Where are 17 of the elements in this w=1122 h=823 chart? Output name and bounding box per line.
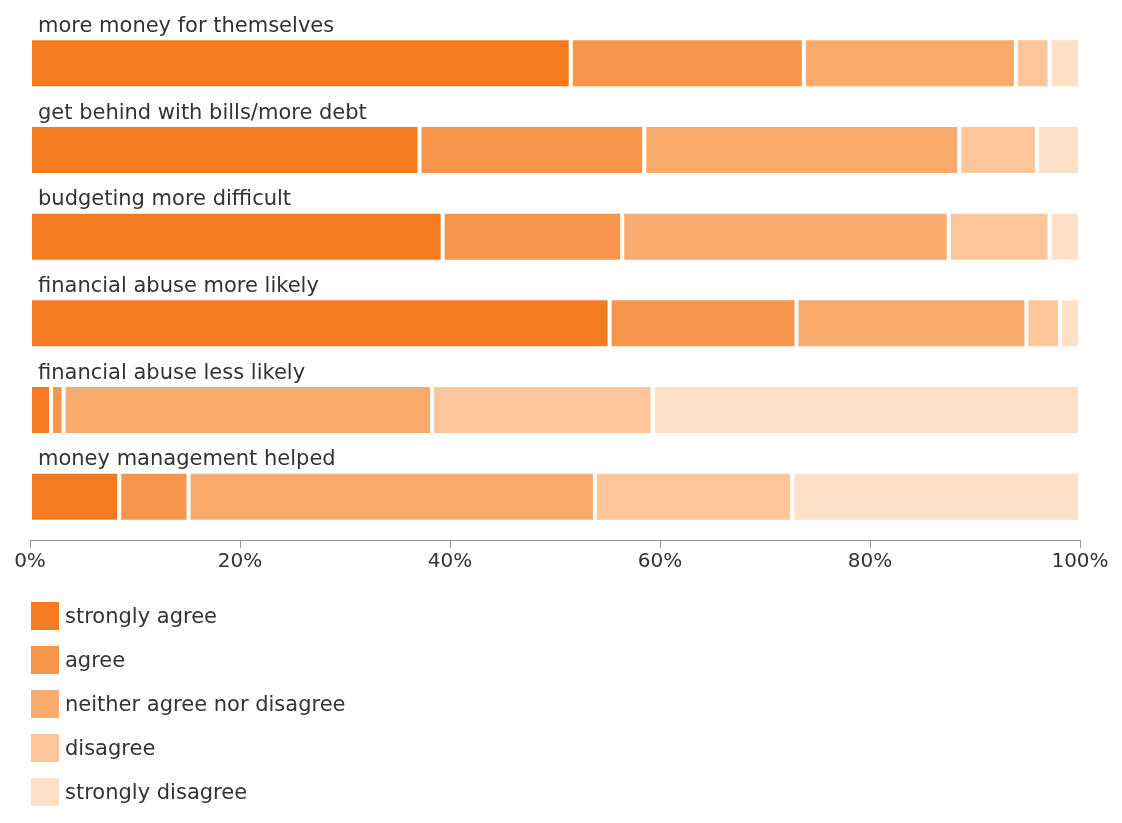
- x-tick-label: 80%: [847, 548, 893, 572]
- x-tick-label: 100%: [1051, 548, 1109, 572]
- legend-label: strongly agree: [65, 604, 217, 628]
- y-tick-label: more money for themselves: [38, 12, 335, 37]
- legend-label: neither agree nor disagree: [65, 692, 346, 716]
- y-tick-label: financial abuse more likely: [38, 272, 319, 297]
- y-tick-label: financial abuse less likely: [38, 359, 306, 384]
- y-tick-label: get behind with bills/more debt: [38, 99, 367, 124]
- legend-label: agree: [65, 648, 126, 672]
- x-tick-label: 20%: [217, 548, 263, 572]
- legend-label: strongly disagree: [65, 780, 248, 804]
- x-tick-label: 0%: [14, 548, 46, 572]
- y-tick-label: money management helped: [38, 446, 336, 471]
- x-tick-label: 60%: [637, 548, 683, 572]
- y-tick-label: budgeting more difficult: [38, 186, 292, 211]
- x-tick-label: 40%: [427, 548, 473, 572]
- legend-label: disagree: [65, 736, 156, 760]
